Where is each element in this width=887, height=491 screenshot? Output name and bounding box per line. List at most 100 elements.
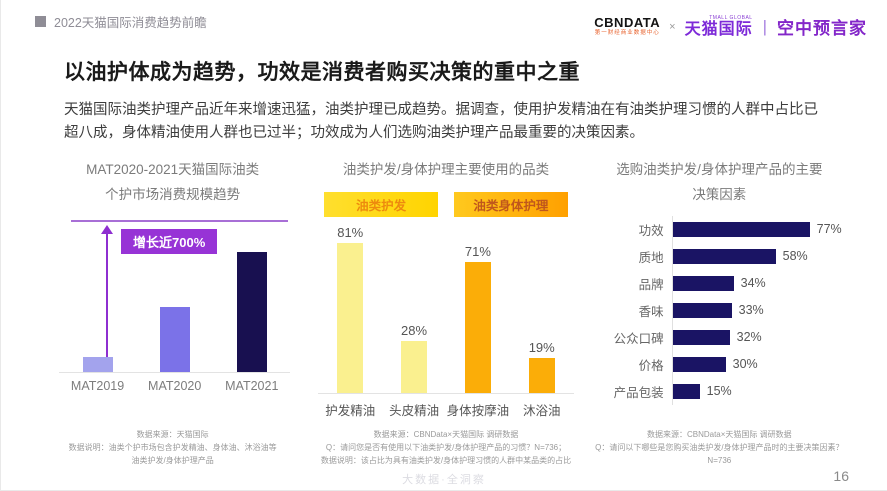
chart3-bar-公众口碑 [672,329,730,345]
chart3-value-label: 32% [736,330,762,345]
legend-item-hair-oil: 油类护发 [324,191,438,217]
chart3-bar-价格 [672,356,726,372]
logo-lockup: CBNDATA 第一财经商业数据中心 × TMALL GLOBAL 天猫国际 |… [594,14,871,39]
chart2-bars: 81% 28% 71% 19% [318,221,574,394]
tmall-global-en-label: TMALL GLOBAL [709,14,753,21]
chart2-bar-group: 28% [401,323,427,393]
tmall-global-logo: TMALL GLOBAL 天猫国际 [685,14,753,38]
trend-bar-MAT2021 [236,251,267,372]
chart2-footnote-line: 数据说明：该占比为具有油类护发/身体护理习惯的人群中某品类的占比 [320,455,572,465]
chart3-value-label: 34% [740,276,766,291]
chart3-bar-track: 58% [671,242,847,270]
chart3-bar-香味 [672,302,732,318]
slide-title: 以油护体成为趋势，功效是消费者购买决策的重中之重 [64,61,580,84]
trend-bar-MAT2020 [159,306,190,372]
chart1-title: MAT2020-2021天猫国际油类 个护市场消费规模趋势 [45,158,300,208]
chart1-footnote-line: 数据说明：油类个护市场包含护发精油、身体油、沐浴油等 [68,442,277,452]
chart3-category-label: 公众口碑 [613,331,664,346]
chart2-bar-护发精油 [337,242,364,393]
chart2-value-label: 19% [528,339,555,355]
chart2-legend: 油类护发 油类身体护理 [324,191,568,217]
cbndata-logo-text: CBNDATA [594,15,661,31]
chart3-row: 香味 33% [592,296,847,324]
chart2-bar-身体按摩油 [464,261,491,393]
chart3-bar-质地 [672,248,776,264]
chart2-bar-group: 71% [465,244,491,393]
chart3-category-label: 价格 [638,358,664,373]
cbndata-logo-subtitle: 第一财经商业数据中心 [594,30,660,37]
chart3-value-label: 58% [782,249,808,264]
chart3-bar-品牌 [672,275,734,291]
chart1-x-label: MAT2021 [225,378,279,393]
chart3-category-label: 香味 [638,304,664,319]
deck-tag: 2022天猫国际消费趋势前瞻 [35,12,207,31]
chart3-row: 产品包装 15% [592,377,847,405]
chart1-plot: 增长近700% [59,219,291,373]
chart2-value-label: 81% [337,224,364,240]
program-logo-text: 空中预言家 [777,19,867,38]
chart2-x-label: 沐浴油 [522,403,561,418]
chart3-bar-track: 32% [671,323,847,351]
charts-row: MAT2020-2021天猫国际油类 个护市场消费规模趋势 增长近700% MA… [1,146,887,467]
chart2-footnote-line: 数据来源：CBNData×天猫国际 调研数据 [373,429,519,439]
chart3-bar-track: 34% [671,269,847,297]
chart3-row: 质地 58% [592,242,847,270]
chart2-bar-头皮精油 [401,340,428,393]
chart3-row: 公众口碑 32% [592,323,847,351]
chart1-x-label: MAT2020 [148,378,202,393]
chart-market-trend: MAT2020-2021天猫国际油类 个护市场消费规模趋势 增长近700% MA… [45,158,300,467]
legend-item-body-oil: 油类身体护理 [454,191,568,217]
chart3-row: 价格 30% [592,350,847,378]
chart3-title-line2: 决策因素 [692,186,747,202]
logo-divider: | [762,16,767,36]
chart2-value-label: 71% [464,243,491,259]
chart3-bar-track: 33% [671,296,847,324]
trend-bar-MAT2019 [82,356,113,372]
chart3-footnote-line: Q：请问以下哪些是您购买油类护发/身体护理产品时的主要决策因素？N=736 [595,442,844,465]
chart2-footnote: 数据来源：CBNData×天猫国际 调研数据 Q：请问您是否有使用以下油类护发/身… [318,419,573,467]
chart1-bars [59,251,290,372]
watermark: 大数据·全洞察 [402,474,486,486]
chart2-footnote-line: Q：请问您是否有使用以下油类护发/身体护理产品的习惯？N=736； [325,442,567,452]
chart3-title-line1: 选购油类护发/身体护理产品的主要 [616,161,823,177]
chart2-x-label: 护发精油 [325,403,376,418]
deck-title: 2022天猫国际消费趋势前瞻 [54,16,207,30]
chart3-category-label: 产品包装 [613,385,664,400]
chart-decision-factors: 选购油类护发/身体护理产品的主要 决策因素 功效 77% 质地 58% 品牌 34% 香味 3… [592,158,847,467]
chart3-row: 功效 77% [592,215,847,243]
chart3-bars: 功效 77% 质地 58% 品牌 34% 香味 33% 公众口碑 32% 价格 30% 产品包装 15% [592,215,847,405]
chart2-value-label: 28% [401,322,428,338]
chart3-value-label: 77% [816,222,842,237]
chart1-x-labels: MAT2019 MAT2020 MAT2021 [59,379,290,393]
chart3-bar-track: 30% [671,350,847,378]
chart3-value-label: 33% [738,303,764,318]
chart3-bar-功效 [672,221,810,237]
deck-bullet-square-icon [35,16,46,27]
chart3-category-label: 功效 [638,223,664,238]
chart1-footnote-line: 数据来源：天猫国际 [136,429,209,439]
chart2-bar-沐浴油 [528,357,555,393]
chart3-category-label: 质地 [638,250,664,265]
chart3-footnote: 数据来源：CBNData×天猫国际 调研数据 Q：请问以下哪些是您购买油类护发/身… [592,419,847,467]
chart-categories-used: 油类护发/身体护理主要使用的品类 油类护发 油类身体护理 81% 28% 71% 19%… [318,158,574,467]
growth-badge: 增长近700% [121,228,218,254]
chart3-category-label: 品牌 [638,277,664,292]
chart3-value-label: 30% [732,357,758,372]
chart3-value-label: 15% [706,384,732,399]
growth-arrow-icon [101,224,113,366]
chart3-title: 选购油类护发/身体护理产品的主要 决策因素 [592,158,847,208]
chart3-bar-track: 15% [671,377,847,405]
chart1-x-label: MAT2019 [70,378,125,393]
chart3-bar-产品包装 [672,383,700,399]
chart3-footnote-line: 数据来源：CBNData×天猫国际 调研数据 [646,429,792,439]
chart2-bar-group: 19% [529,340,555,393]
cbndata-logo: CBNDATA 第一财经商业数据中心 [594,16,660,37]
chart3-bar-track: 77% [671,215,847,243]
multiply-separator-icon: × [669,20,676,33]
top-bar: 2022天猫国际消费趋势前瞻 CBNDATA 第一财经商业数据中心 × TMAL… [1,0,887,39]
chart1-title-line1: MAT2020-2021天猫国际油类 [86,161,260,177]
chart2-title: 油类护发/身体护理主要使用的品类 [342,161,550,177]
chart2-x-label: 身体按摩油 [446,403,510,418]
chart1-title-line2: 个护市场消费规模趋势 [105,186,241,202]
